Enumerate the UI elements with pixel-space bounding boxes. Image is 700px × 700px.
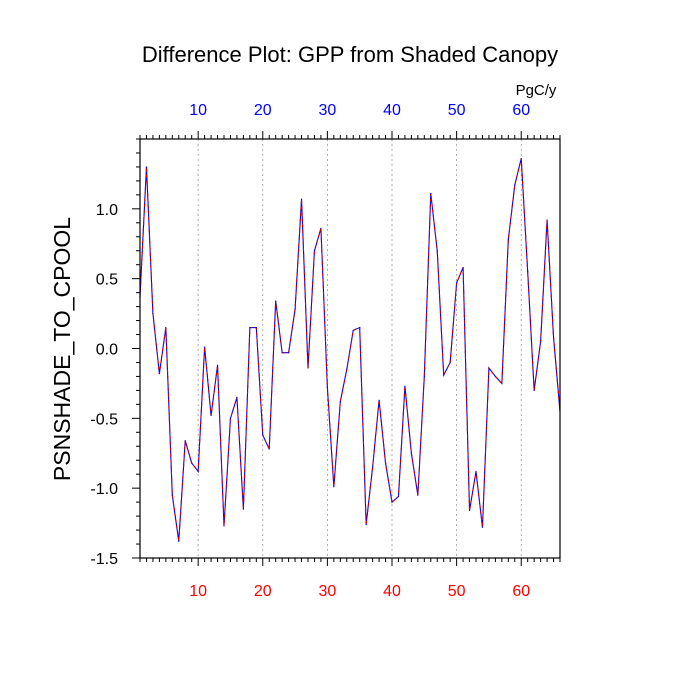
- data-point: [333, 486, 335, 488]
- data-point: [197, 470, 199, 473]
- data-point: [527, 271, 529, 273]
- data-point: [229, 417, 232, 419]
- data-point: [204, 346, 206, 348]
- data-point: [223, 525, 225, 527]
- data-point: [546, 219, 548, 221]
- data-point: [216, 364, 219, 366]
- data-point: [365, 523, 367, 526]
- data-point: [397, 495, 400, 498]
- data-point: [320, 227, 322, 229]
- data-point: [468, 509, 471, 512]
- data-point: [268, 448, 270, 450]
- data-point: [313, 250, 316, 252]
- x-tick-label-top: 50: [448, 102, 466, 119]
- data-point: [255, 326, 257, 329]
- y-tick-label: -1.5: [90, 551, 118, 568]
- data-point: [520, 157, 522, 160]
- data-point: [540, 340, 542, 343]
- data-point: [191, 462, 193, 464]
- data-point: [359, 326, 361, 329]
- x-tick-label-bottom: 30: [318, 583, 336, 600]
- data-point: [456, 282, 458, 284]
- data-point: [436, 250, 438, 252]
- data-point: [300, 198, 303, 200]
- data-point: [242, 508, 244, 510]
- data-point: [378, 399, 380, 401]
- y-tick-label: 1.0: [96, 202, 118, 219]
- plot-frame: [139, 138, 561, 559]
- data-point: [178, 540, 180, 542]
- data-point: [391, 501, 393, 503]
- data-point: [294, 308, 296, 310]
- data-point: [281, 352, 283, 354]
- x-tick-label-top: 30: [318, 102, 336, 119]
- data-point: [449, 361, 451, 364]
- data-point: [171, 494, 173, 496]
- data-point: [145, 166, 148, 168]
- data-point: [481, 526, 484, 528]
- data-point: [488, 367, 490, 369]
- series-line-dash-difference: [139, 158, 561, 542]
- axis-ticks: [132, 131, 561, 566]
- x-tick-label-top: 20: [254, 102, 272, 119]
- data-point: [494, 375, 496, 378]
- x-tick-label-top: 40: [383, 102, 401, 119]
- data-point: [533, 389, 535, 391]
- data-point: [384, 462, 387, 464]
- data-point: [417, 494, 419, 496]
- data-point: [326, 387, 328, 389]
- data-point: [262, 434, 264, 436]
- data-point: [152, 312, 154, 315]
- x-tick-label-bottom: 20: [254, 583, 272, 600]
- data-point: [288, 352, 290, 354]
- data-point: [275, 300, 277, 302]
- data-point: [236, 396, 238, 398]
- data-point: [372, 466, 374, 468]
- data-point: [552, 336, 555, 338]
- y-axis-label: PSNSHADE_TO_CPOOL: [49, 217, 75, 481]
- data-point: [307, 367, 309, 369]
- y-tick-label: 0.5: [96, 272, 118, 289]
- tick-labels: 10 10 20 20 30 30 40 40 50 50 60 60 -1.5 -1.0 -0.5 0.0 0…: [90, 102, 530, 600]
- data-point: [501, 382, 503, 385]
- y-tick-label: -0.5: [90, 411, 118, 428]
- y-tick-label: -1.0: [90, 481, 118, 498]
- data-point: [475, 470, 477, 473]
- x-tick-label-bottom: 10: [189, 583, 207, 600]
- data-point: [404, 385, 406, 387]
- data-point: [184, 440, 186, 442]
- data-point: [443, 374, 445, 376]
- data-point: [462, 266, 464, 269]
- data-point: [165, 326, 167, 329]
- data-point: [352, 329, 354, 331]
- data-point: [430, 192, 432, 195]
- x-tick-label-top: 60: [512, 102, 530, 119]
- data-point: [507, 238, 509, 241]
- x-tick-label-top: 10: [189, 102, 207, 119]
- x-tick-label-bottom: 60: [512, 583, 530, 600]
- data-point: [210, 414, 212, 417]
- data-point: [339, 400, 341, 403]
- chart-title: Difference Plot: GPP from Shaded Canopy: [142, 42, 558, 67]
- data-point: [158, 373, 160, 375]
- data-point: [423, 375, 425, 378]
- x-tick-label-bottom: 50: [448, 583, 466, 600]
- data-point: [346, 368, 348, 371]
- y-tick-label: 0.0: [96, 342, 118, 359]
- data-point: [514, 184, 516, 186]
- data-point: [249, 326, 251, 329]
- data-point: [410, 452, 412, 454]
- x-tick-label-bottom: 40: [383, 583, 401, 600]
- units-label: PgC/y: [516, 82, 557, 99]
